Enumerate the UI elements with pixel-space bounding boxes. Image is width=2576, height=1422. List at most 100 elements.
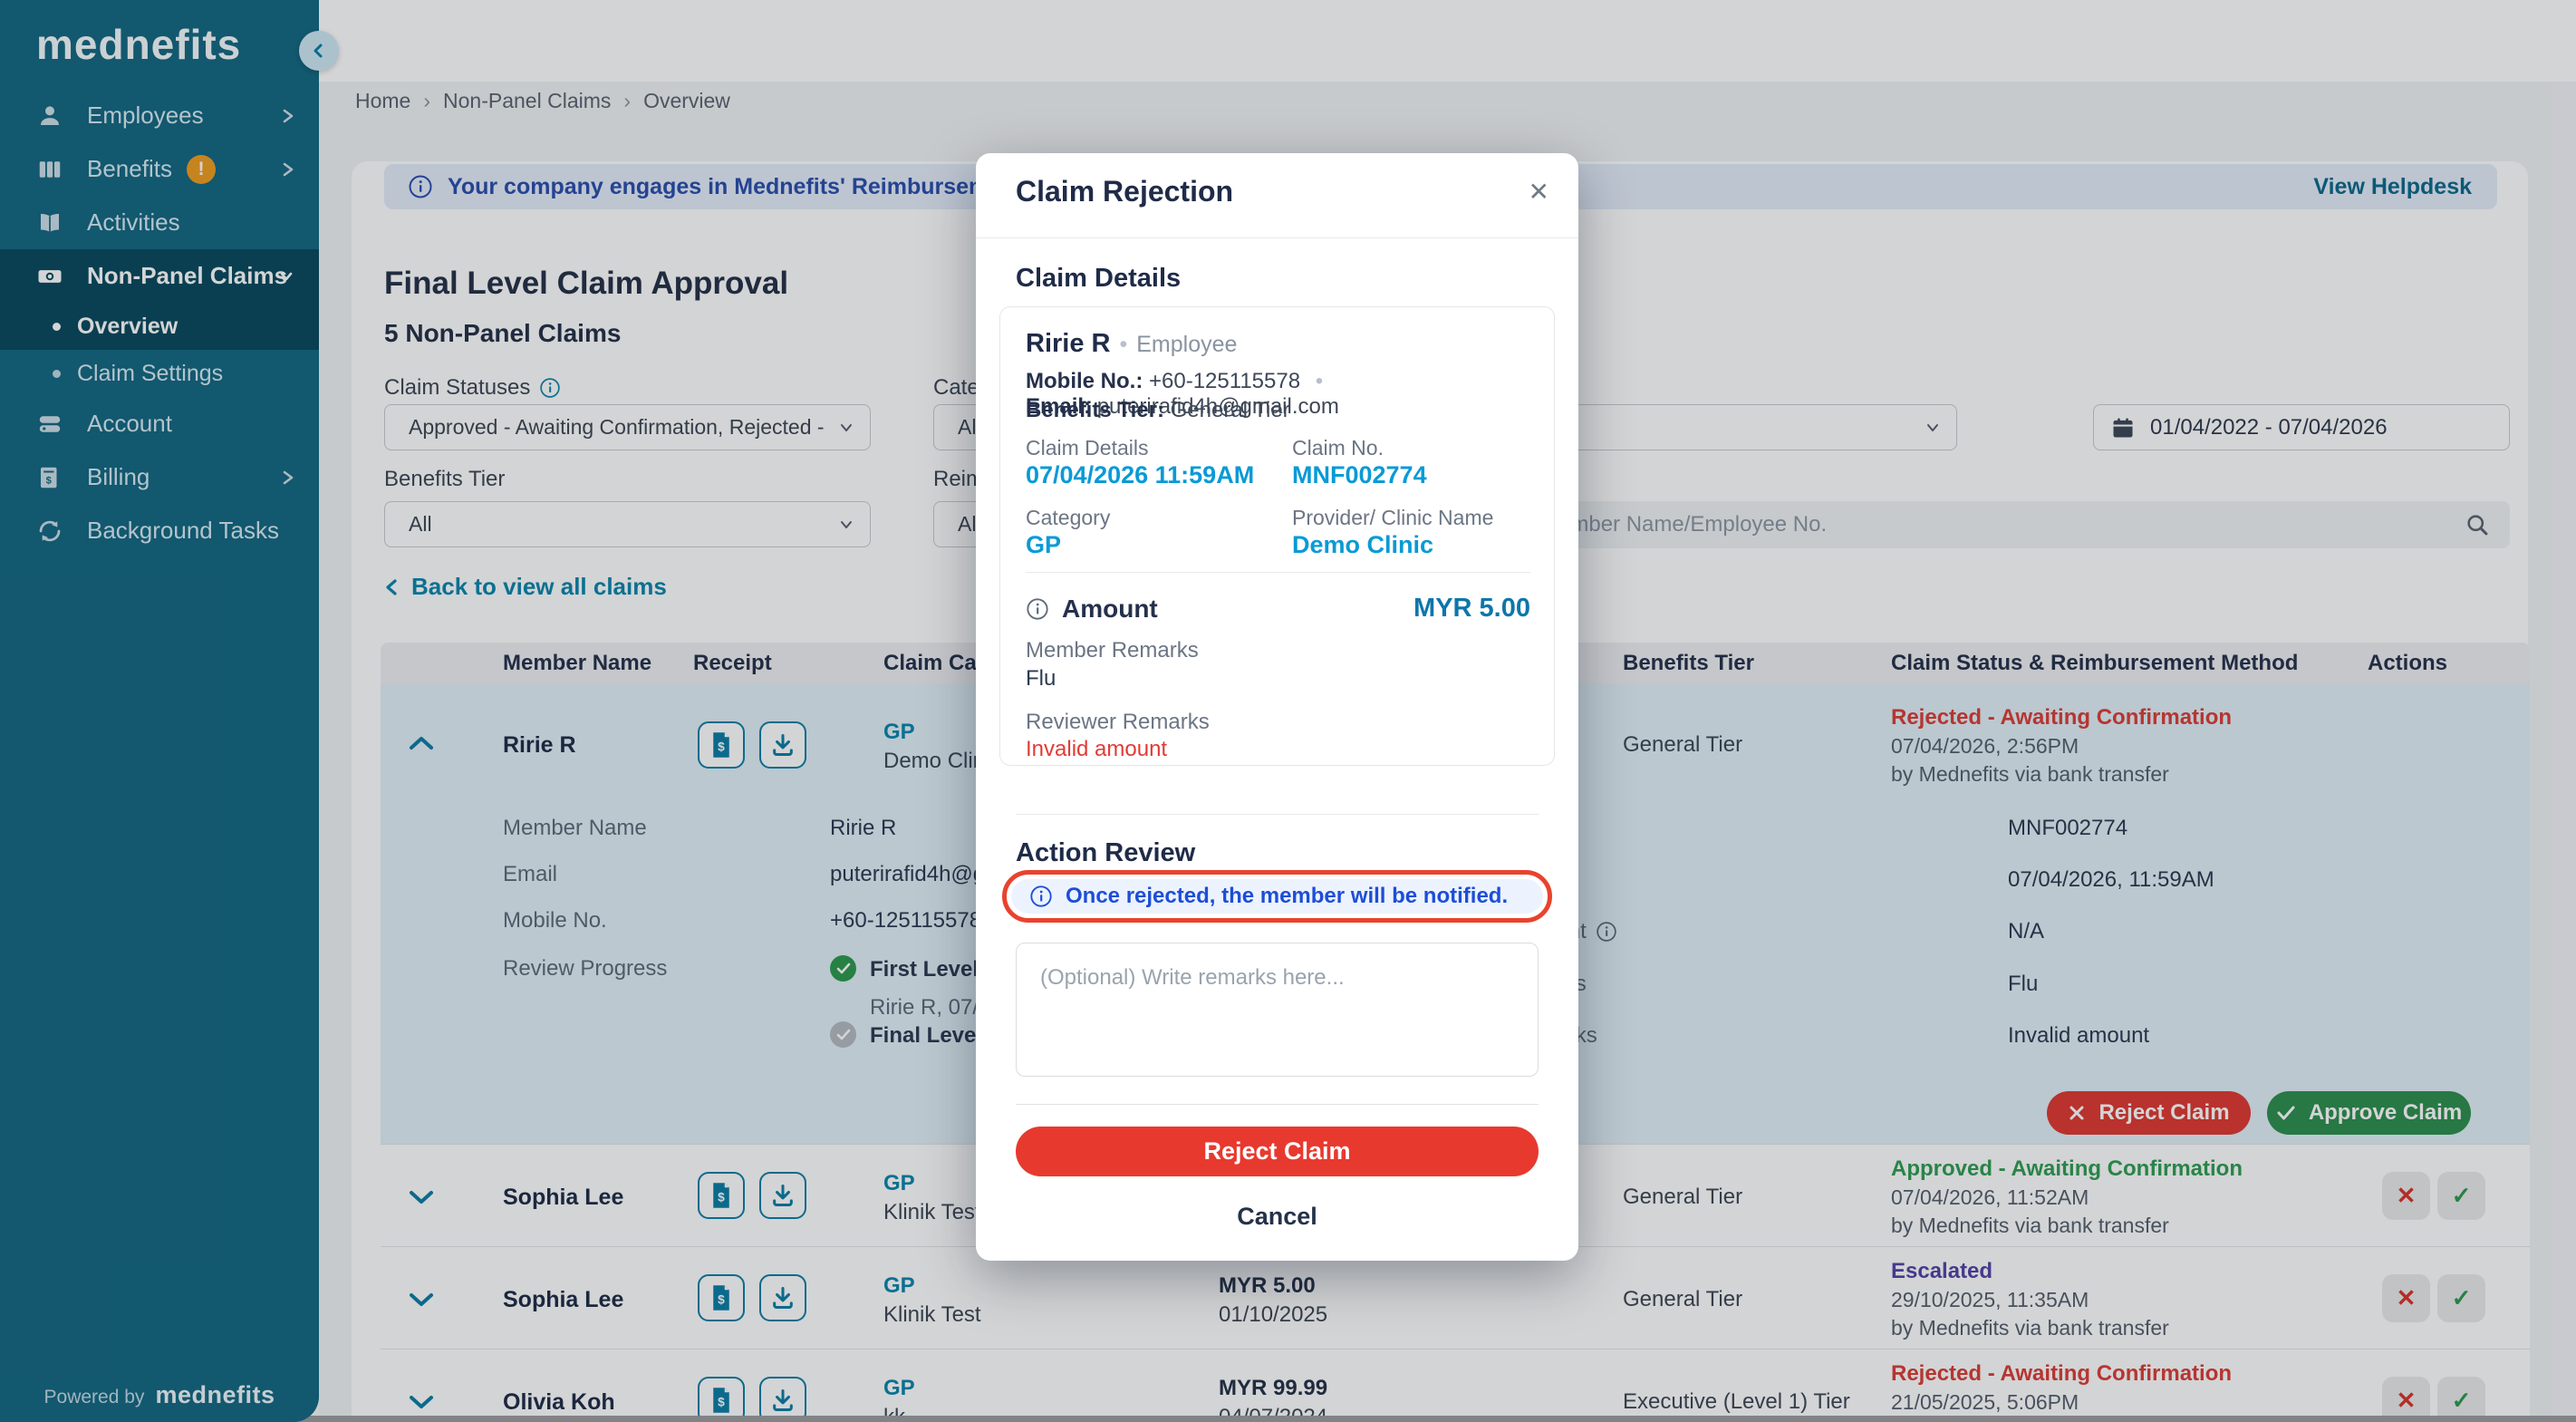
provider-link[interactable]: Demo Clinic — [1292, 531, 1434, 558]
claim-status: Rejected - Awaiting Confirmation — [1891, 705, 2233, 730]
col-claim-status: Claim Status & Reimbursement Method — [1891, 650, 2299, 675]
amount-value: MYR 5.00 — [1413, 594, 1530, 623]
detail-approved-amount: N/A — [2008, 919, 2045, 943]
notice-highlight-ring: Once rejected, the member will be notifi… — [1002, 870, 1552, 923]
reject-claim-icon-button[interactable]: ✕ — [2382, 1274, 2430, 1322]
category-label: Category — [1026, 506, 1111, 529]
collapse-row-button[interactable] — [408, 734, 435, 752]
col-actions: Actions — [2368, 650, 2448, 675]
benefits-tier: General Tier — [1623, 1287, 1743, 1311]
cancel-button[interactable]: Cancel — [1237, 1203, 1317, 1230]
expand-row-button[interactable] — [408, 1188, 435, 1206]
approve-claim-icon-button[interactable]: ✓ — [2437, 1172, 2485, 1220]
download-receipt-button[interactable] — [759, 1172, 806, 1219]
detail-label: Member Name — [503, 816, 647, 840]
info-icon[interactable] — [539, 377, 561, 399]
view-receipt-button[interactable]: $ — [698, 1377, 745, 1422]
download-receipt-button[interactable] — [759, 1377, 806, 1422]
status-date: 29/10/2025, 11:35AM — [1891, 1288, 2089, 1311]
member-name: Ririe R • Employee — [1026, 329, 1238, 358]
remarks-textarea[interactable] — [1016, 943, 1539, 1077]
reject-claim-button[interactable]: Reject Claim — [1016, 1127, 1539, 1176]
claim-no-link[interactable]: MNF002774 — [1292, 461, 1427, 489]
sidebar-collapse-button[interactable] — [299, 31, 339, 71]
sidebar-item-billing[interactable]: $ Billing — [0, 450, 319, 504]
member-name: Olivia Koh — [503, 1389, 615, 1415]
member-tier-line: Benefits Tier: General Tier — [1026, 398, 1290, 422]
detail-member-remarks: Flu — [2008, 972, 2039, 996]
breadcrumb-non-panel-claims[interactable]: Non-Panel Claims — [443, 89, 612, 112]
member-name: Ririe R — [503, 732, 576, 758]
status-date: 07/04/2026, 11:52AM — [1891, 1185, 2089, 1209]
server-icon — [36, 411, 63, 438]
expand-row-button[interactable] — [408, 1291, 435, 1309]
check-circle-green-icon — [830, 955, 856, 982]
breadcrumb-home[interactable]: Home — [355, 89, 411, 112]
sidebar-item-label: Non-Panel Claims — [87, 262, 288, 289]
status-date: 21/05/2025, 5:06PM — [1891, 1390, 2079, 1414]
claim-details-heading: Claim Details — [1016, 264, 1182, 293]
horizontal-scrollbar[interactable] — [0, 1416, 2576, 1422]
claim-category: GP — [883, 720, 915, 744]
chevron-right-icon — [281, 159, 295, 180]
claim-statuses-dropdown[interactable]: Approved - Awaiting Confirmation, Reject… — [384, 404, 871, 450]
provider-label: Provider/ Clinic Name — [1292, 506, 1494, 529]
claim-statuses-label: Claim Statuses — [384, 375, 561, 401]
chevron-right-icon — [281, 105, 295, 127]
sidebar-item-activities[interactable]: Activities — [0, 196, 319, 249]
detail-reviewer-remarks: Invalid amount — [2008, 1023, 2150, 1048]
info-icon — [408, 174, 433, 199]
sidebar: mednefits Employees Benefits ! Activitie… — [0, 0, 319, 1422]
sidebar-item-account[interactable]: Account — [0, 397, 319, 450]
reject-claim-icon-button[interactable]: ✕ — [2382, 1377, 2430, 1422]
category-link[interactable]: GP — [1026, 531, 1062, 558]
benefits-tier-dropdown[interactable]: All — [384, 501, 871, 547]
info-icon — [1027, 597, 1048, 620]
search-icon[interactable] — [2465, 512, 2490, 537]
col-receipt: Receipt — [693, 650, 772, 675]
breadcrumb-overview[interactable]: Overview — [643, 89, 730, 112]
col-member-name: Member Name — [503, 650, 652, 675]
claim-amount: MYR 5.00 — [1219, 1273, 1316, 1298]
member-role: Employee — [1136, 332, 1238, 357]
sidebar-item-claim-settings[interactable]: Claim Settings — [0, 350, 319, 397]
reject-claim-icon-button[interactable]: ✕ — [2382, 1172, 2430, 1220]
member-name: Sophia Lee — [503, 1185, 624, 1210]
approve-claim-row-button[interactable]: Approve Claim — [2267, 1091, 2471, 1135]
view-helpdesk-link[interactable]: View Helpdesk — [2313, 173, 2472, 199]
claim-date-link[interactable]: 07/04/2026 11:59AM — [1026, 461, 1255, 489]
search-input[interactable] — [1413, 501, 2510, 548]
claims-count: 5 Non-Panel Claims — [384, 319, 622, 347]
svg-text:$: $ — [46, 475, 53, 486]
view-receipt-button[interactable]: $ — [698, 1274, 745, 1321]
sidebar-item-background-tasks[interactable]: Background Tasks — [0, 504, 319, 557]
check-circle-gray-icon — [830, 1021, 856, 1048]
back-to-all-claims-link[interactable]: Back to view all claims — [384, 573, 667, 601]
sidebar-item-employees[interactable]: Employees — [0, 89, 319, 142]
sidebar-item-overview[interactable]: Overview — [0, 303, 319, 350]
sidebar-item-label: Background Tasks — [87, 517, 279, 544]
download-receipt-button[interactable] — [759, 1274, 806, 1321]
svg-text:$: $ — [718, 1292, 725, 1306]
date-range-picker[interactable]: 01/04/2022 - 07/04/2026 — [2093, 404, 2510, 450]
claim-category: GP — [883, 1376, 915, 1400]
svg-text:$: $ — [718, 1395, 725, 1408]
approve-claim-icon-button[interactable]: ✓ — [2437, 1274, 2485, 1322]
breadcrumb-separator: › — [623, 89, 632, 112]
view-receipt-button[interactable]: $ — [698, 721, 745, 769]
close-icon[interactable]: ✕ — [1528, 178, 1549, 206]
download-receipt-button[interactable] — [759, 721, 806, 769]
member-contact-line: Mobile No.: +60-125115578 • Email: puter… — [1026, 369, 1339, 419]
view-receipt-button[interactable]: $ — [698, 1172, 745, 1219]
provider-name: Klinik Test — [883, 1302, 981, 1327]
divider — [1016, 814, 1539, 815]
sidebar-item-benefits[interactable]: Benefits ! — [0, 142, 319, 196]
expand-row-button[interactable] — [408, 1393, 435, 1411]
divider — [976, 237, 1578, 238]
reject-claim-row-button[interactable]: Reject Claim — [2047, 1091, 2251, 1135]
powered-by: Powered by mednefits — [43, 1381, 275, 1408]
sidebar-item-non-panel-claims[interactable]: Non-Panel Claims — [0, 249, 319, 303]
approve-claim-icon-button[interactable]: ✓ — [2437, 1377, 2485, 1422]
vertical-scrollbar[interactable] — [2552, 82, 2576, 1416]
